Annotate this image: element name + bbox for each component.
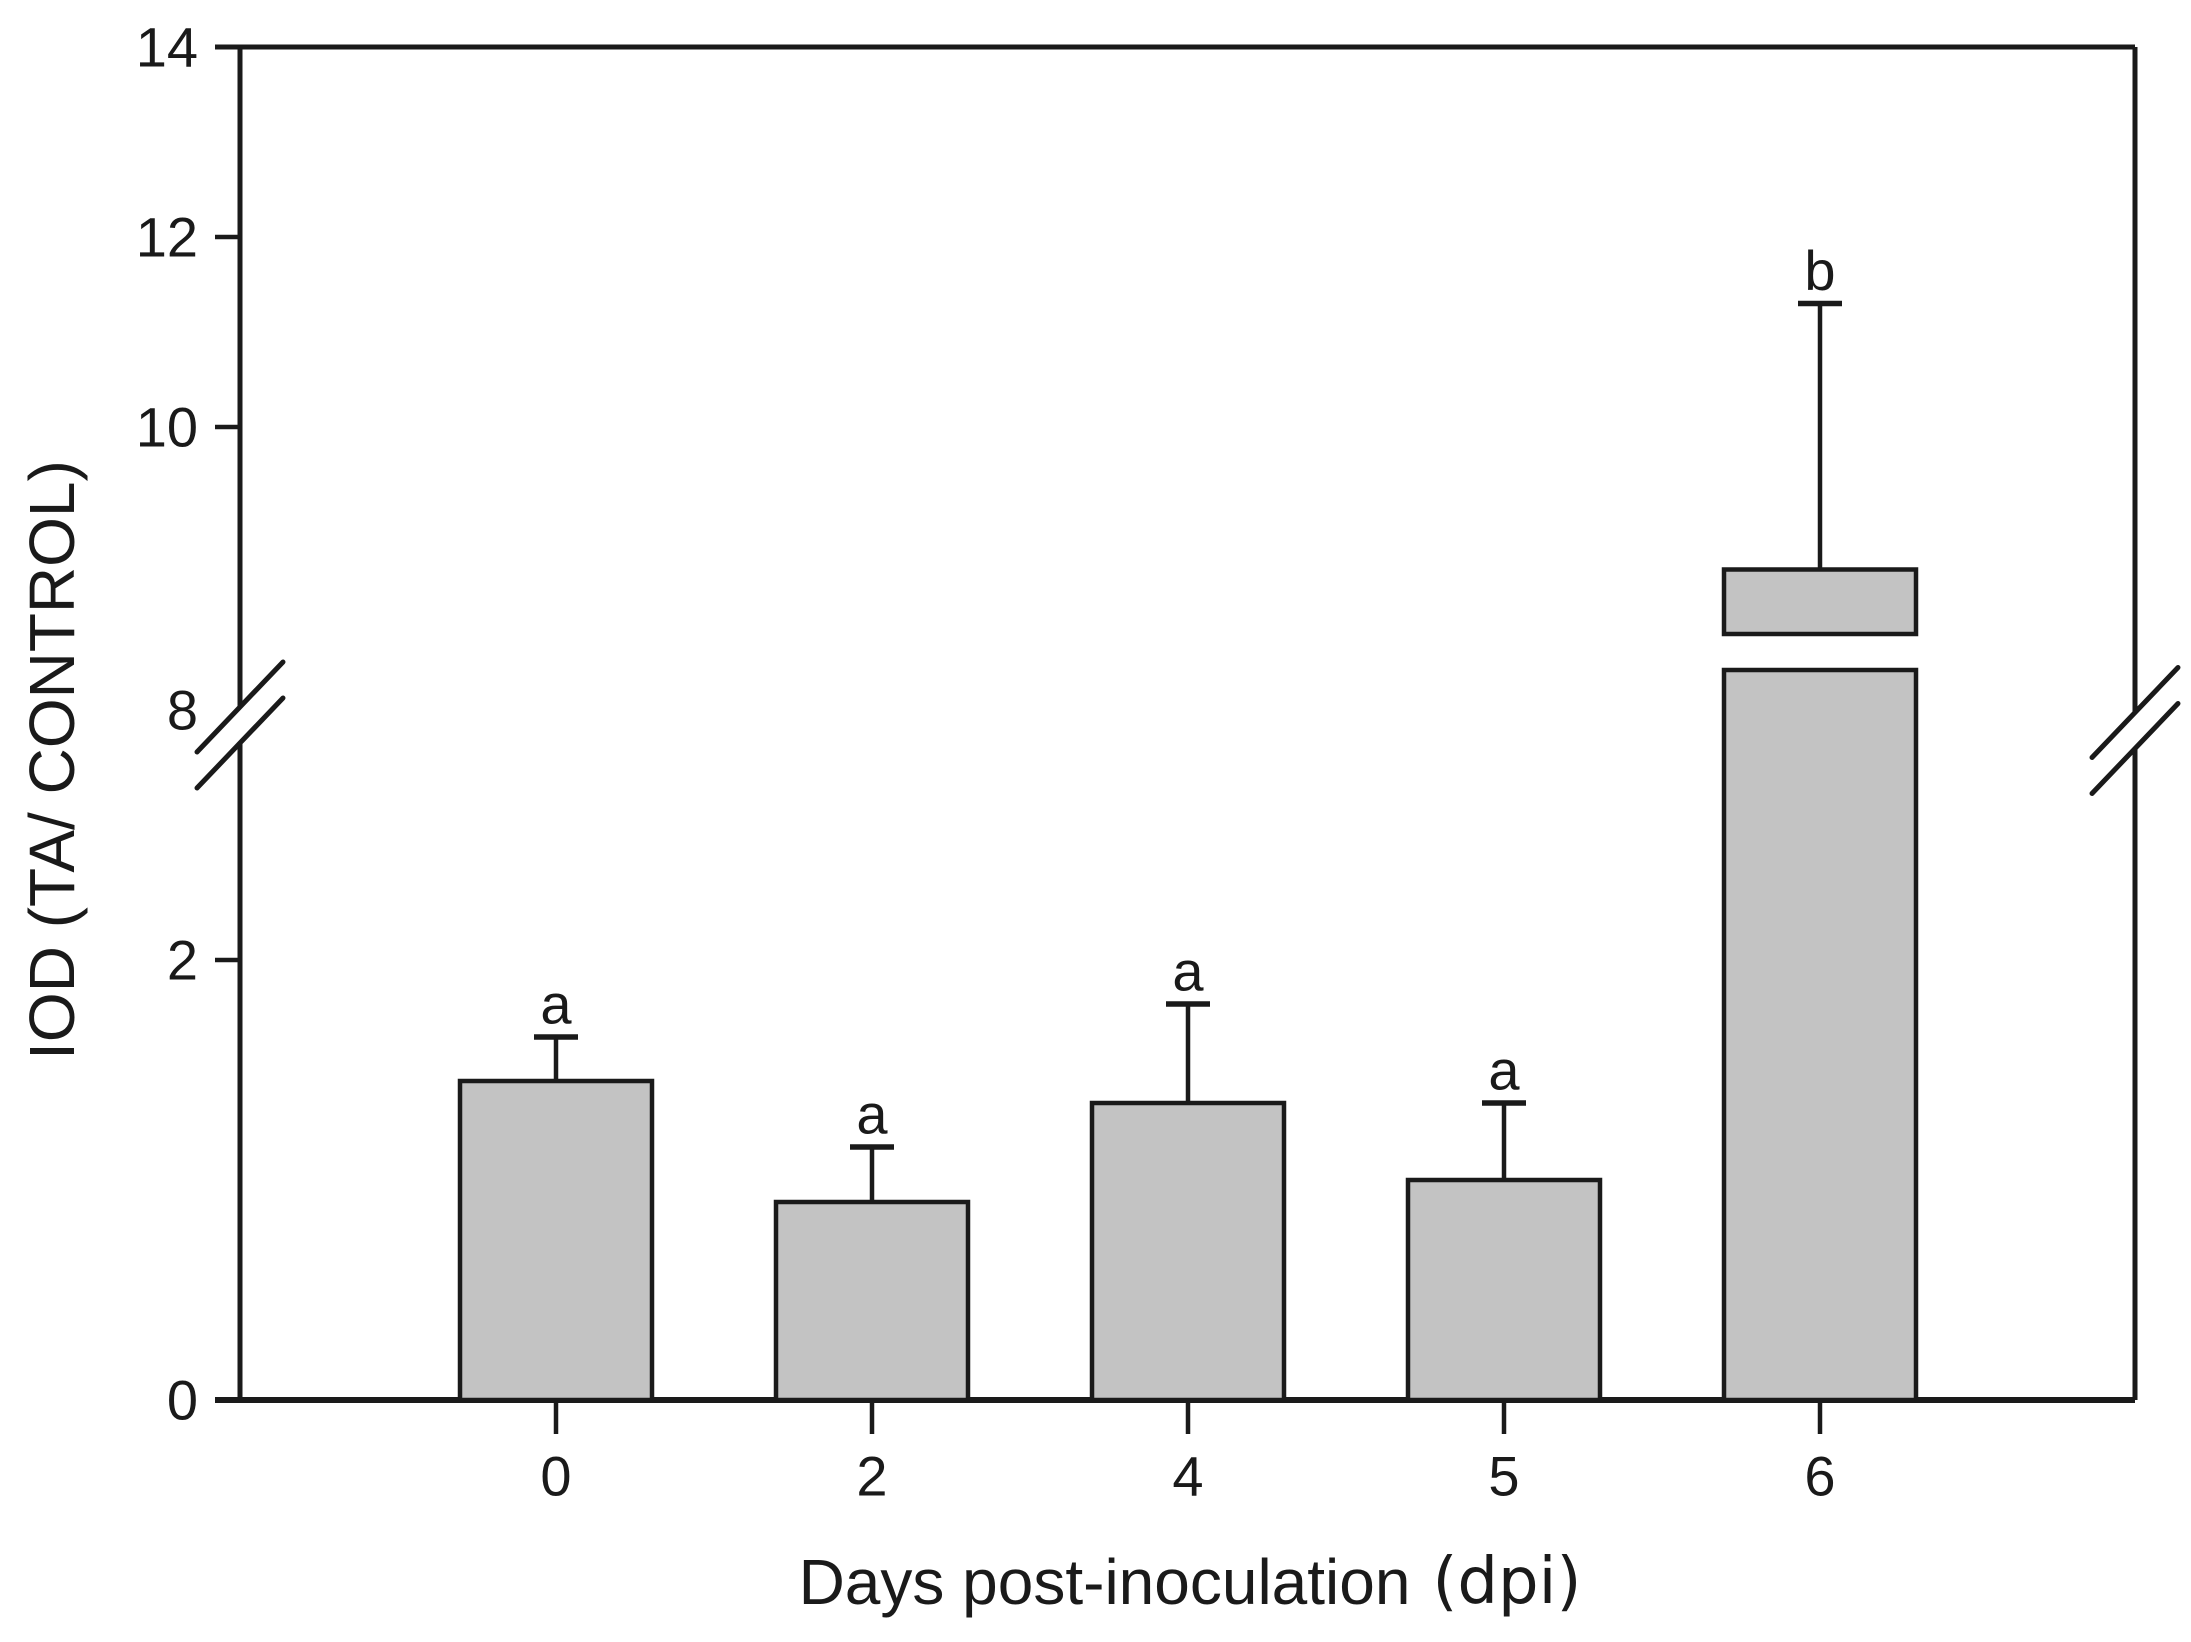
x-tick-label-0: 0 (540, 1445, 571, 1508)
x-axis-title-main: Days post-inoculation (799, 1546, 1411, 1618)
error-bars (534, 300, 1842, 1202)
sig-letter-2dpi: a (856, 1083, 888, 1146)
sig-letter-5dpi: a (1488, 1039, 1520, 1102)
sig-letter-0dpi: a (540, 973, 572, 1036)
x-tick-label-5: 5 (1488, 1445, 1519, 1508)
y-tick-label-0: 0 (167, 1369, 198, 1432)
bar-6dpi-upper-segment (1721, 567, 1919, 637)
y-tick-label-8: 8 (167, 679, 198, 742)
y-tick-label-12: 12 (136, 206, 198, 269)
x-tick-label-6: 6 (1804, 1445, 1835, 1508)
bar-4dpi (1089, 1100, 1287, 1403)
y-tick-label-2: 2 (167, 929, 198, 992)
sig-letter-4dpi: a (1172, 940, 1204, 1003)
left-axis-break-slash-2 (194, 695, 286, 791)
tick-labels: 0 2 10 12 14 8 a 0 a 2 a 4 a 5 b 6 (136, 16, 1836, 1508)
sig-letter-6dpi: b (1804, 239, 1835, 302)
x-tick-label-2: 2 (856, 1445, 887, 1508)
right-axis-break-slash-2 (2089, 701, 2181, 796)
y-tick-label-10: 10 (136, 396, 198, 459)
bar-5dpi (1405, 1177, 1603, 1403)
bar-2dpi (773, 1199, 971, 1403)
y-tick-label-14: 14 (136, 16, 198, 79)
bars (457, 567, 1919, 1403)
bar-6dpi-lower-segment (1721, 667, 1919, 1403)
bar-0dpi (457, 1078, 655, 1403)
right-axis-break-slash-1 (2089, 665, 2181, 760)
x-axis-title-unit: (dpi) (1432, 1545, 1581, 1619)
y-axis-title: IOD (TA/ CONTROL) (16, 460, 88, 1060)
x-tick-label-4: 4 (1172, 1445, 1203, 1508)
x-axis-title: Days post-inoculation (dpi) (799, 1545, 1582, 1619)
left-axis-break-slash-1 (194, 659, 286, 755)
